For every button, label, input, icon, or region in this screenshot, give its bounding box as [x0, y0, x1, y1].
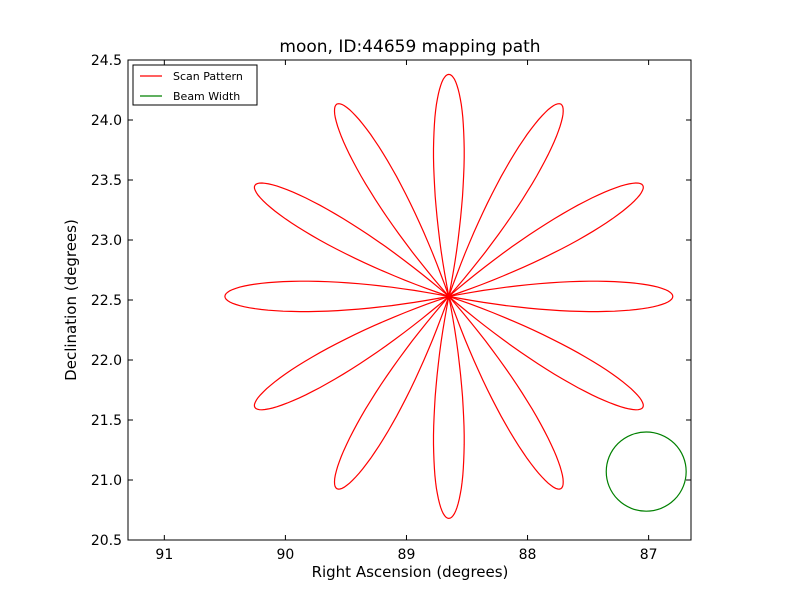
y-tick-label: 24.5 — [91, 53, 122, 69]
legend-label-scan-pattern: Scan Pattern — [173, 70, 243, 83]
scan-pattern-petal — [448, 295, 644, 411]
scan-pattern-petal — [432, 73, 465, 297]
y-tick-label: 24.0 — [91, 113, 122, 129]
scan-pattern-petal — [432, 296, 465, 520]
x-tick-label: 88 — [519, 547, 537, 563]
y-tick-label: 22.0 — [91, 353, 122, 369]
y-tick-label: 22.5 — [91, 293, 122, 309]
x-tick-label: 89 — [398, 547, 416, 563]
scan-pattern-petal — [253, 182, 450, 297]
y-axis-label: Declination (degrees) — [62, 219, 80, 381]
legend: Scan Pattern Beam Width — [132, 64, 258, 106]
legend-box — [132, 64, 258, 106]
plot-frame — [127, 59, 692, 541]
y-tick-label: 21.5 — [91, 413, 122, 429]
x-axis-label: Right Ascension (degrees) — [312, 563, 509, 581]
scan-pattern-petal — [448, 280, 674, 313]
x-tick-label: 87 — [640, 547, 658, 563]
scan-pattern-petal — [448, 182, 644, 297]
scan-pattern-petal — [448, 296, 564, 490]
scan-pattern-petal — [224, 280, 449, 313]
chart-title: moon, ID:44659 mapping path — [279, 37, 540, 57]
series-layer — [224, 73, 687, 520]
scan-pattern-petal — [253, 295, 450, 411]
x-tick-label: 90 — [276, 547, 294, 563]
y-tick-label: 23.5 — [91, 173, 122, 189]
scan-pattern-petal — [333, 296, 450, 490]
scan-pattern-petal — [448, 103, 564, 297]
x-tick-label: 91 — [155, 547, 173, 563]
y-tick-label: 21.0 — [91, 473, 122, 489]
y-tick-label: 23.0 — [91, 233, 122, 249]
legend-label-beam-width: Beam Width — [173, 90, 240, 103]
beam-width-circle — [605, 431, 687, 512]
y-tick-label: 20.5 — [91, 533, 122, 549]
ticks-layer: 91 90 89 88 87 20.5 21.0 21.5 22.0 22.5 23.0 23.5 24… — [91, 53, 691, 563]
scan-pattern-petal — [333, 103, 450, 297]
